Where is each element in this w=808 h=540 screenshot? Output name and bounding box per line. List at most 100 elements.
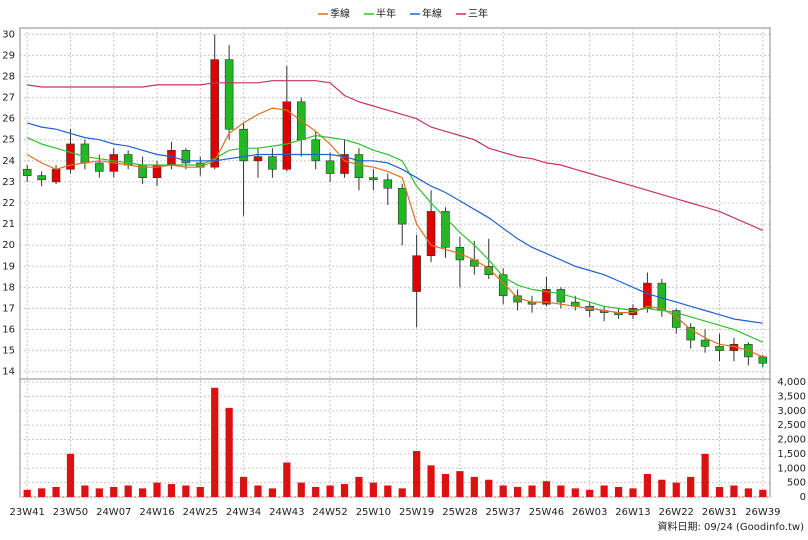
volume-bar (297, 482, 305, 497)
x-tick-label: 26W31 (702, 507, 737, 518)
x-tick-label: 24W07 (96, 507, 131, 518)
ma-line (27, 80, 764, 231)
y-tick-label: 22 (2, 198, 15, 209)
volume-bar (398, 488, 406, 497)
candle-body (181, 149, 191, 164)
y-tick-label: 26 (2, 114, 15, 125)
volume-bar (715, 486, 724, 497)
volume-bar (182, 485, 190, 497)
x-tick-label: 26W39 (745, 507, 780, 518)
volume-bar (23, 489, 31, 497)
x-tick-label: 24W16 (139, 507, 174, 518)
candle-body (66, 143, 75, 170)
volume-bar (470, 476, 478, 497)
volume-bar (441, 474, 450, 497)
volume-tick-label: 500 (787, 478, 806, 489)
candle-body (397, 187, 407, 225)
x-tick-label: 23W50 (53, 507, 88, 518)
volume-bar (485, 479, 493, 497)
candle-body (556, 289, 566, 303)
volume-bar (326, 485, 334, 497)
candle-body (700, 339, 710, 347)
volume-bar (355, 476, 363, 497)
volume-bar (95, 488, 103, 497)
volume-bar (456, 471, 464, 497)
volume-bar (138, 488, 147, 497)
candle-body (282, 101, 292, 170)
volume-bar (600, 485, 608, 497)
ma-line (26, 134, 764, 343)
candle-body (671, 310, 681, 328)
x-tick-label: 26W13 (615, 507, 650, 518)
source-note: 資料日期: 09/24 (Goodinfo.tw) (657, 520, 804, 533)
volume-bar (384, 485, 392, 497)
y-tick-label: 29 (2, 50, 15, 61)
volume-tick-label: 2,500 (777, 420, 806, 431)
candle-body (22, 168, 32, 176)
x-tick-label: 24W34 (226, 507, 261, 518)
x-tick-label: 25W46 (529, 507, 564, 518)
volume-bar (52, 486, 60, 497)
volume-bar (643, 474, 652, 497)
volume-bar (586, 489, 594, 497)
volume-tick-label: 1,000 (777, 463, 806, 474)
y-tick-label: 24 (2, 156, 15, 167)
candle-body (643, 282, 652, 309)
volume-bar (629, 488, 637, 497)
candle-body (239, 128, 248, 162)
volume-bar (196, 486, 204, 497)
candle-body (426, 211, 436, 257)
x-tick-label: 23W41 (10, 507, 45, 518)
x-tick-label: 25W19 (399, 507, 434, 518)
candle-body (325, 160, 335, 174)
legend-label: 季線 (330, 7, 350, 20)
volume-bar (413, 451, 421, 497)
volume-bar (557, 485, 565, 497)
volume-bar (66, 453, 75, 497)
volume-bar (672, 482, 680, 497)
y-tick-label: 15 (2, 346, 15, 357)
x-tick-label: 24W25 (183, 507, 218, 518)
legend-label: 年線 (422, 7, 442, 20)
volume-bar (528, 485, 536, 497)
x-tick-label: 24W52 (312, 507, 347, 518)
x-tick-label: 25W37 (486, 507, 521, 518)
volume-bar (701, 453, 709, 497)
x-tick-label: 25W28 (442, 507, 477, 518)
volume-bar (513, 486, 522, 497)
volume-bar (268, 488, 277, 497)
candle-body (758, 356, 768, 364)
volume-tick-label: 1,500 (777, 449, 806, 460)
x-tick-label: 25W10 (356, 507, 391, 518)
candle-body (542, 289, 551, 305)
volume-tick-label: 4,000 (777, 377, 806, 388)
candle-body (484, 265, 494, 275)
volume-bar (542, 481, 551, 497)
candle-body (51, 168, 61, 183)
volume-bar (312, 486, 320, 497)
volume-bar (81, 485, 89, 497)
candle-body (80, 143, 90, 164)
volume-bar (167, 484, 176, 497)
volume-bar (571, 488, 579, 497)
x-tick-label: 26W03 (572, 507, 607, 518)
volume-bar (153, 482, 161, 497)
y-tick-label: 30 (2, 29, 15, 40)
volume-bar (124, 485, 132, 497)
y-tick-label: 21 (2, 219, 15, 230)
candle-body (441, 211, 450, 248)
plot-frame (19, 27, 771, 498)
y-tick-label: 17 (2, 303, 15, 314)
y-tick-label: 19 (2, 261, 15, 272)
volume-bar (211, 387, 219, 497)
volume-bar (687, 476, 695, 497)
volume-bar (499, 485, 507, 497)
candle-body (383, 179, 393, 189)
candle-body (369, 177, 378, 181)
y-tick-label: 14 (2, 367, 15, 378)
candle-body (210, 59, 219, 168)
volume-bar (254, 485, 262, 497)
y-tick-label: 27 (2, 93, 15, 104)
volume-bar (283, 462, 291, 497)
